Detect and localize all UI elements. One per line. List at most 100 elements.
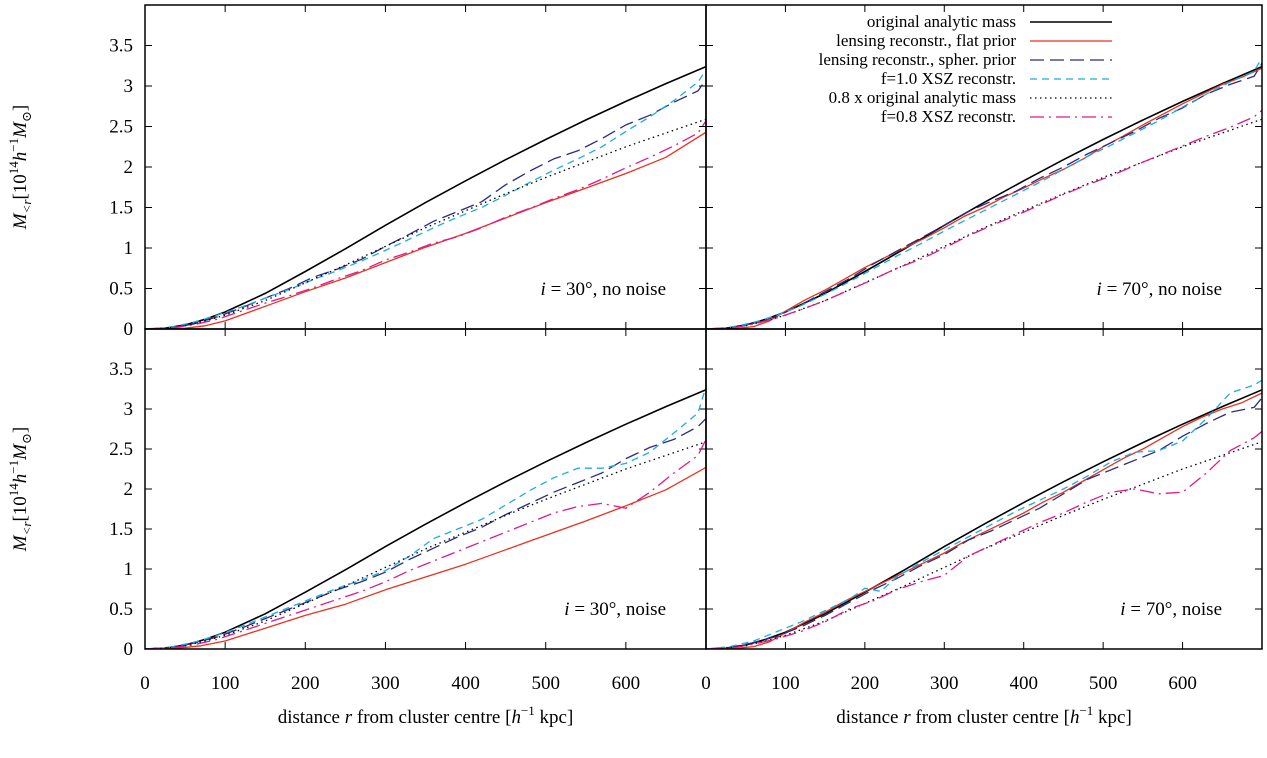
y-tick-label-3.5: 3.5 — [109, 36, 133, 57]
x-tick-label-0: 0 — [140, 673, 150, 694]
y-axis-title-var2: h — [10, 474, 31, 484]
legend-item-xsz10: f=1.0 XSZ reconstr. — [881, 69, 1112, 88]
y-axis-title-sub: <r — [19, 199, 34, 214]
series-xsz08-bottom-left — [145, 439, 706, 649]
panel-label-var: i — [541, 279, 546, 300]
y-axis-title-top-left: M<r[1014h−1M⊙] — [6, 105, 34, 230]
y-axis-title-bottom-left: M<r[1014h−1M⊙] — [6, 427, 34, 552]
y-axis-title-var: M — [10, 534, 31, 552]
panel-bottom-right: i = 70°, noise — [705, 328, 1263, 650]
series-flat-top-left — [145, 131, 706, 329]
legend-label-xsz10: f=1.0 XSZ reconstr. — [881, 69, 1016, 88]
panel-label-top-left: i = 30°, no noise — [541, 279, 666, 300]
panel-label-var: i — [564, 599, 569, 620]
y-axis-title-var3: M — [10, 443, 31, 461]
y-tick-label-0.5: 0.5 — [109, 279, 133, 300]
legend: original analytic mass lensing reconstr.,… — [819, 12, 1112, 126]
y-axis-title-sup2: −1 — [6, 460, 21, 474]
series-xsz10-top-right — [706, 57, 1262, 329]
series-spher-bottom-right — [706, 397, 1262, 649]
y-tick-label-3: 3 — [124, 76, 134, 97]
y-axis-title-sub: <r — [19, 521, 34, 536]
y-tick-label-0.5: 0.5 — [109, 599, 133, 620]
series-flat-top-right — [706, 67, 1262, 329]
x-axis-title-pre: distance — [836, 707, 903, 728]
panel-label-text: = 30°, no noise — [546, 279, 666, 300]
y-axis-title-sup2: −1 — [6, 138, 21, 152]
y-tick-label-0: 0 — [124, 639, 134, 660]
series-spher-top-left — [145, 79, 706, 329]
x-axis-title-unit-sup: −1 — [521, 703, 535, 718]
y-tick-label-2.5: 2.5 — [109, 439, 133, 460]
y-axis-title-sup1: 14 — [6, 483, 21, 497]
x-tick-label-100: 100 — [211, 673, 240, 694]
y-axis-title-post: ] — [10, 105, 31, 111]
x-tick-label-0: 0 — [701, 673, 711, 694]
y-axis-title-sub3: ⊙ — [19, 111, 34, 122]
series-spher-top-right — [706, 62, 1262, 329]
x-axis-title-unit-sup: −1 — [1079, 703, 1093, 718]
panel-label-var: i — [1120, 599, 1125, 620]
y-tick-label-1.5: 1.5 — [109, 519, 133, 540]
series-group-bottom-left — [145, 386, 706, 649]
x-tick-label-600: 600 — [1168, 673, 1197, 694]
y-axis-title-pre: [10 — [10, 496, 31, 521]
x-tick-label-200: 200 — [851, 673, 880, 694]
legend-label-xsz08: f=0.8 XSZ reconstr. — [881, 107, 1016, 126]
panel-label-text: = 30°, noise — [570, 599, 666, 620]
series-analytic08-top-left — [145, 118, 706, 329]
legend-label-analytic: original analytic mass — [867, 12, 1016, 31]
y-tick-label-1: 1 — [124, 559, 134, 580]
panel-label-var: i — [1097, 279, 1102, 300]
y-tick-label-1.5: 1.5 — [109, 198, 133, 219]
legend-label-analytic08: 0.8 x original analytic mass — [829, 88, 1016, 107]
legend-item-spher: lensing reconstr., spher. prior — [819, 50, 1112, 69]
legend-item-analytic: original analytic mass — [867, 12, 1112, 31]
x-tick-label-300: 300 — [371, 673, 400, 694]
x-tick-label-300: 300 — [930, 673, 959, 694]
x-tick-label-400: 400 — [1009, 673, 1038, 694]
y-tick-label-1: 1 — [124, 238, 134, 259]
y-tick-label-2: 2 — [124, 157, 134, 178]
y-axis-title-var: M — [10, 212, 31, 230]
y-axis-title-var3: M — [10, 121, 31, 139]
series-group-top-right — [706, 57, 1262, 329]
x-axis-title-unit-var: h — [511, 707, 521, 728]
x-axis-title-unit-var: h — [1070, 707, 1080, 728]
y-axis-title-sub3: ⊙ — [19, 433, 34, 444]
series-group-bottom-right — [706, 379, 1262, 649]
axes-text-layer: 00.511.522.533.5M<r[1014h−1M⊙]00.511.522… — [6, 36, 1197, 729]
x-axis-title: distance r from cluster centre [h−1 kpc] — [278, 703, 574, 728]
panel-top-left: i = 30°, no noise — [144, 4, 707, 330]
panel-label-text: = 70°, noise — [1126, 599, 1222, 620]
panel-label-text: = 70°, no noise — [1102, 279, 1222, 300]
panel-label-bottom-right: i = 70°, noise — [1120, 599, 1222, 620]
y-tick-label-3: 3 — [124, 399, 134, 420]
y-tick-label-0: 0 — [124, 319, 134, 340]
series-xsz10-bottom-left — [145, 386, 706, 649]
frame-bottom-right — [705, 328, 1263, 650]
x-axis-title-pre: distance — [278, 707, 345, 728]
series-xsz08-top-left — [145, 120, 706, 329]
x-axis-title-mid: from cluster centre [ — [911, 707, 1070, 728]
y-axis-title-sup1: 14 — [6, 161, 21, 175]
legend-label-spher: lensing reconstr., spher. prior — [819, 50, 1017, 69]
x-tick-label-500: 500 — [1089, 673, 1118, 694]
series-analytic08-bottom-left — [145, 441, 706, 649]
x-axis-title-var: r — [345, 707, 353, 728]
panel-label-bottom-left: i = 30°, noise — [564, 599, 666, 620]
x-axis-title-var: r — [903, 707, 911, 728]
series-flat-bottom-left — [145, 466, 706, 649]
y-axis-title-post: ] — [10, 427, 31, 433]
y-tick-label-2: 2 — [124, 479, 134, 500]
y-axis-title-pre: [10 — [10, 174, 31, 199]
series-spher-bottom-left — [145, 418, 706, 649]
x-axis-title: distance r from cluster centre [h−1 kpc] — [836, 703, 1132, 728]
y-tick-label-3.5: 3.5 — [109, 359, 133, 380]
x-tick-label-200: 200 — [291, 673, 320, 694]
y-tick-label-2.5: 2.5 — [109, 117, 133, 138]
x-tick-label-600: 600 — [612, 673, 641, 694]
series-xsz10-bottom-right — [706, 379, 1262, 649]
